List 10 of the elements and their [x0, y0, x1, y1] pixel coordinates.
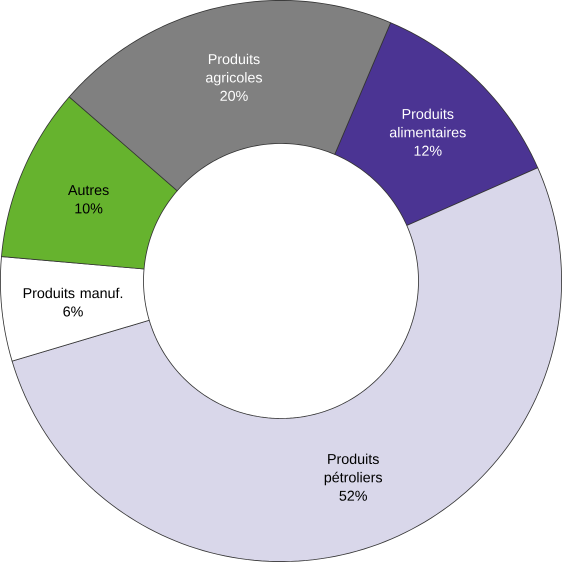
slice-label: Produits pétroliers — [324, 454, 382, 486]
slice-label: Produits manuf. — [24, 288, 122, 298]
data-label: 6% — [63, 306, 83, 317]
slice-label: Produits agricoles — [206, 54, 262, 86]
slice-label: Produits alimentaires — [390, 108, 466, 138]
data-label: 12% — [414, 146, 442, 156]
data-label: 20% — [220, 90, 248, 101]
data-label: 10% — [75, 203, 102, 214]
slice-label: Autres — [68, 185, 109, 196]
data-label: 52% — [339, 490, 367, 501]
